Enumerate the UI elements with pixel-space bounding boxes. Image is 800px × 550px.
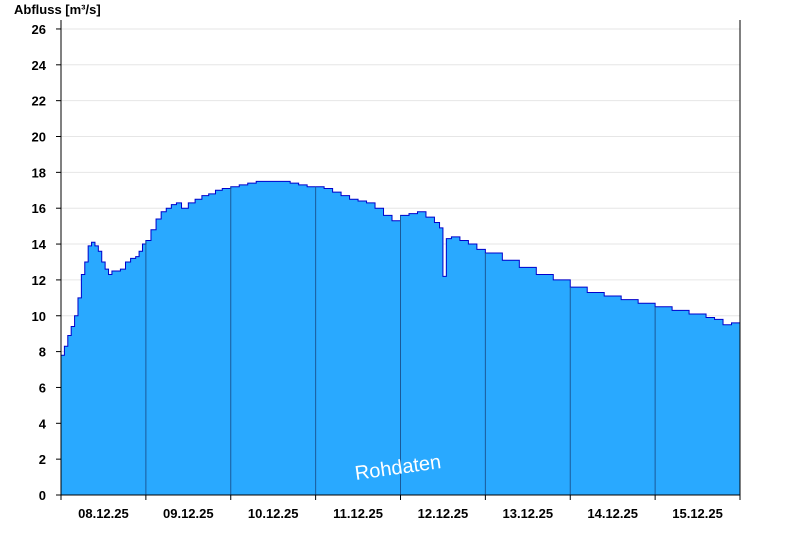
- discharge-line: [61, 180, 741, 356]
- x-tick-label: 15.12.25: [672, 506, 723, 521]
- x-tick-label: 08.12.25: [78, 506, 129, 521]
- y-tick-label: 2: [39, 452, 46, 467]
- y-axis-label: Abfluss [m³/s]: [14, 2, 101, 17]
- day-separators: [145, 186, 656, 495]
- x-tick-labels: 08.12.25 09.12.25 10.12.25 11.12.25 12.12.25…: [60, 495, 741, 521]
- y-tick-label: 6: [39, 380, 46, 395]
- x-tick-label: 13.12.25: [503, 506, 554, 521]
- y-tick-label: 8: [39, 345, 46, 360]
- x-tick-label: 09.12.25: [163, 506, 214, 521]
- x-tick-label: 12.12.25: [418, 506, 469, 521]
- y-tick-label: 18: [32, 165, 46, 180]
- y-tick-label: 16: [32, 201, 46, 216]
- y-tick-label: 24: [32, 58, 47, 73]
- y-tick-label: 4: [39, 416, 47, 431]
- y-tick-label: 10: [32, 309, 46, 324]
- y-tick-label: 14: [32, 237, 47, 252]
- y-tick-label: 22: [32, 94, 46, 109]
- x-tick-label: 11.12.25: [333, 506, 383, 521]
- y-tick-label: 0: [39, 488, 46, 503]
- x-tick-label: 14.12.25: [587, 506, 638, 521]
- y-tick-label: 12: [32, 273, 46, 288]
- y-tick-label: 26: [32, 22, 46, 37]
- y-tick-label: 20: [32, 130, 46, 145]
- x-tick-label: 10.12.25: [248, 506, 299, 521]
